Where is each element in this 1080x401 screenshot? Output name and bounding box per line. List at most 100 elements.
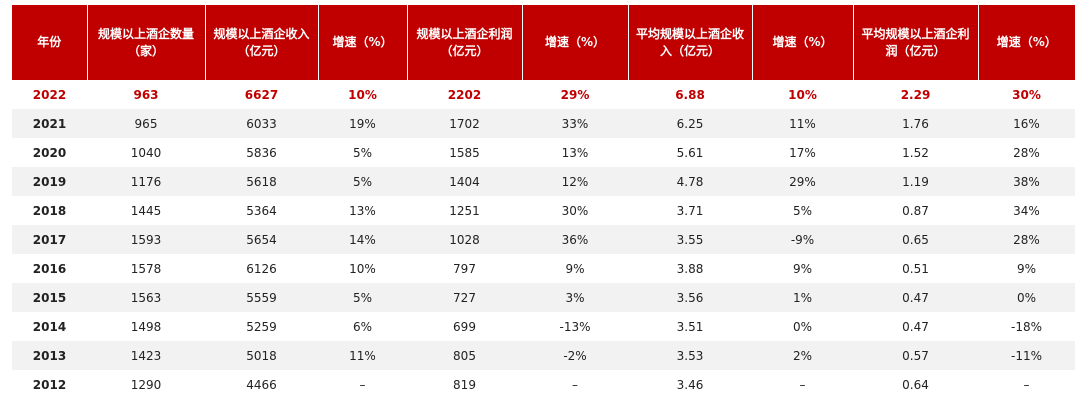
data-cell: 805 (407, 341, 522, 370)
header-cell: 增速（%） (977, 5, 1075, 80)
data-cell: 16% (978, 109, 1075, 138)
table-row: 2022 963 6627 10% 2202 29% 6.88 10% 2.29 30% (12, 80, 1075, 109)
data-cell: 3.53 (628, 341, 752, 370)
data-cell: 0% (978, 283, 1075, 312)
year-cell: 2021 (12, 109, 87, 138)
data-cell: 1423 (87, 341, 205, 370)
year-cell: 2015 (12, 283, 87, 312)
data-cell: 6% (352, 319, 373, 334)
data-cell: 5% (352, 145, 373, 160)
header-row: 年份 规模以上酒企数量（家） 规模以上酒企收入（亿元） 增速（%） 规模以上酒企利润（亿… (12, 5, 1075, 80)
data-cell: -13% (559, 319, 591, 334)
year-cell: 2022 (32, 87, 67, 102)
data-cell: -9% (752, 225, 853, 254)
data-cell: 5.61 (676, 145, 704, 160)
data-cell: 13% (561, 145, 589, 160)
data-cell: 10% (348, 87, 377, 102)
data-cell: 13% (349, 203, 376, 218)
data-cell: -18% (1010, 319, 1042, 334)
data-cell: 797 (453, 261, 476, 276)
year-cell: 2016 (32, 261, 67, 276)
data-cell: 2.29 (900, 87, 931, 102)
data-cell: 1176 (87, 167, 205, 196)
data-cell: 5559 (205, 283, 318, 312)
data-cell: 5364 (246, 203, 277, 218)
data-cell: 0% (792, 319, 813, 334)
data-cell: 5018 (205, 341, 318, 370)
data-cell: 9% (792, 261, 813, 276)
data-cell: 5654 (205, 225, 318, 254)
table-row: 2021 965 6033 19% 1702 33% 6.25 11% 1.76 16% (12, 109, 1075, 138)
data-cell: 5% (318, 167, 407, 196)
data-cell: 5836 (246, 145, 277, 160)
data-cell: 4.78 (628, 167, 752, 196)
data-cell: 33% (522, 109, 628, 138)
data-cell: 10% (349, 261, 376, 276)
data-cell: 1040 (130, 145, 162, 160)
data-cell: 0.65 (853, 225, 978, 254)
data-cell: 34% (1013, 203, 1040, 218)
data-cell: 699 (453, 319, 476, 334)
data-cell: 5618 (205, 167, 318, 196)
data-cell: 1.76 (853, 109, 978, 138)
data-cell: 28% (1013, 145, 1040, 160)
table-row: 2013 1423 5018 11% 805 -2% 3.53 2% 0.57 -11% (12, 341, 1075, 370)
table-row: 2017 1593 5654 14% 1028 36% 3.55 -9% 0.65 28% (12, 225, 1075, 254)
table-row: 2012 1290 4466 – 819 – 3.46 – 0.64 – (12, 370, 1075, 399)
header-cell: 平均规模以上酒企收入（亿元） (627, 5, 752, 80)
data-table: 年份 规模以上酒企数量（家） 规模以上酒企收入（亿元） 增速（%） 规模以上酒企利润（亿… (12, 5, 1075, 399)
data-cell: 1% (752, 283, 853, 312)
data-cell: 5% (792, 203, 813, 218)
data-cell: 3.71 (676, 203, 704, 218)
data-cell: 29% (560, 87, 590, 102)
year-cell: 2012 (32, 377, 67, 392)
data-cell: – (572, 377, 578, 392)
data-cell: 6033 (205, 109, 318, 138)
data-cell: -2% (522, 341, 628, 370)
data-cell: – (799, 377, 806, 392)
data-cell: 11% (318, 341, 407, 370)
data-cell: 19% (318, 109, 407, 138)
data-cell: 9% (1016, 261, 1037, 276)
data-cell: 1498 (130, 319, 162, 334)
data-cell: 28% (978, 225, 1075, 254)
data-cell: 0.57 (853, 341, 978, 370)
year-cell: 2014 (32, 319, 67, 334)
data-cell: 2202 (447, 87, 482, 102)
data-cell: 29% (752, 167, 853, 196)
data-cell: 3.55 (628, 225, 752, 254)
data-cell: 3.56 (628, 283, 752, 312)
data-cell: 9% (565, 261, 585, 276)
data-cell: 12% (522, 167, 628, 196)
data-cell: 1593 (87, 225, 205, 254)
data-cell: 1290 (130, 377, 162, 392)
data-cell: 36% (522, 225, 628, 254)
header-cell: 平均规模以上酒企利润（亿元） (852, 5, 978, 80)
data-cell: 1563 (87, 283, 205, 312)
data-cell: 965 (87, 109, 205, 138)
data-cell: 0.47 (853, 283, 978, 312)
data-cell: 0.51 (902, 261, 929, 276)
year-cell: 2013 (12, 341, 87, 370)
data-cell: 6.88 (675, 87, 705, 102)
data-cell: 819 (453, 377, 476, 392)
header-cell: 年份 (12, 5, 87, 80)
data-cell: 3% (522, 283, 628, 312)
year-cell: 2020 (32, 145, 67, 160)
data-cell: 6126 (246, 261, 277, 276)
year-cell: 2017 (12, 225, 87, 254)
data-cell: 963 (133, 87, 159, 102)
data-cell: 10% (788, 87, 817, 102)
header-cell: 增速（%） (751, 5, 853, 80)
data-cell: 1251 (449, 203, 480, 218)
table-row: 2018 1445 5364 13% 1251 30% 3.71 5% 0.87 34% (12, 196, 1075, 225)
header-cell: 增速（%） (521, 5, 628, 80)
data-cell: 4466 (246, 377, 277, 392)
data-cell: 0.87 (902, 203, 929, 218)
header-cell: 规模以上酒企数量（家） (86, 5, 205, 80)
table-row: 2015 1563 5559 5% 727 3% 3.56 1% 0.47 0% (12, 283, 1075, 312)
data-cell: 1028 (407, 225, 522, 254)
table-row: 2014 1498 5259 6% 699 -13% 3.51 0% 0.47 -18% (12, 312, 1075, 341)
data-cell: 30% (561, 203, 589, 218)
